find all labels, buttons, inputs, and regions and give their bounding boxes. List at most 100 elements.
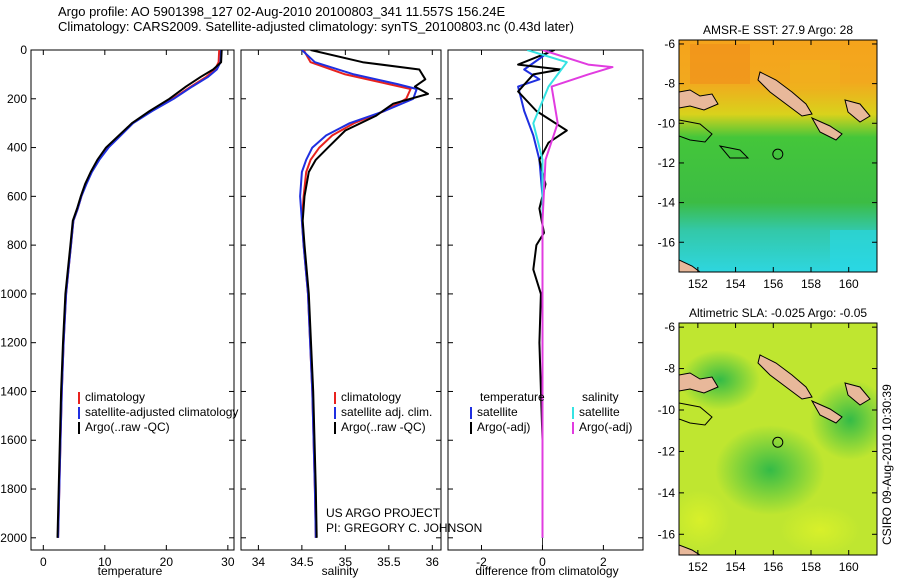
new-guinea-land [679, 372, 719, 394]
solomon-islands-land [757, 354, 813, 400]
x-tick-label: 20 [160, 555, 174, 569]
map-y-tick-label: -12 [658, 156, 676, 170]
solomon-islands-land-3 [844, 99, 871, 123]
legend-swatch [78, 421, 80, 434]
map-x-tick-label: 154 [726, 277, 746, 291]
legend-item-satellite: satellite [572, 405, 632, 420]
legend-item-satellite-adjusted: satellite adj. clim. [334, 405, 432, 420]
credit-line2: PI: GREGORY C. JOHNSON [326, 521, 483, 535]
legend-label: climatology [85, 390, 146, 404]
map-x-tick-label: 156 [763, 277, 783, 291]
legend-label: Argo(-adj) [579, 420, 633, 434]
y-tick-label: 2000 [0, 531, 27, 545]
map-x-tick-label: 160 [839, 560, 859, 574]
legend-item-argo: Argo(-adj) [572, 420, 632, 435]
map-y-tick-label: -16 [658, 235, 676, 249]
new-guinea-land [679, 89, 719, 111]
difference-salinity-legend: salinity satellite Argo(-adj) [572, 390, 632, 435]
map-y-tick-label: -8 [664, 362, 675, 376]
x-tick-label: 0 [40, 555, 47, 569]
map-y-tick-label: -10 [658, 403, 676, 417]
map-y-tick-label: -16 [658, 527, 676, 541]
map-x-tick-label: 152 [688, 277, 708, 291]
legend-swatch [572, 421, 574, 434]
sla-low-patch [715, 425, 825, 515]
series-line-temperature-satellite [517, 50, 553, 538]
salinity-axes: 34 34.5 35 35.5 36 [241, 49, 441, 569]
series-line-argo-raw-qc- [301, 50, 429, 538]
map-x-tick-label: 156 [763, 560, 783, 574]
map-y-tick-label: -6 [664, 320, 675, 334]
series-line-salinity-satellite [526, 50, 568, 538]
legend-swatch [334, 421, 336, 434]
series-line-salinity-argo-adj- [541, 50, 614, 538]
temperature-axes: 0 10 20 30 0 200 400 600 800 1000 1200 1400 1600 1800… [0, 43, 235, 569]
x-tick-label: 30 [221, 555, 235, 569]
x-tick-label: 2 [600, 555, 607, 569]
legend-item-argo: Argo(..raw -QC) [78, 420, 238, 435]
map-x-tick-label: 152 [688, 560, 708, 574]
legend-item-argo: Argo(..raw -QC) [334, 420, 432, 435]
salinity-panel-frame [240, 49, 442, 551]
legend-swatch [334, 391, 336, 404]
legend-label: Argo(..raw -QC) [85, 420, 170, 434]
legend-item-climatology: climatology [334, 390, 432, 405]
y-tick-label: 1400 [0, 384, 27, 398]
sla-low-patch-2 [680, 350, 760, 410]
salinity-xlabel: salinity [322, 564, 359, 578]
legend-item-climatology: climatology [78, 390, 238, 405]
sla-map-axes: 152 154 156 158 160 -6 -8 -10 -12 -14 -16 [658, 320, 877, 574]
legend-label: satellite [477, 405, 518, 419]
legend-swatch [78, 391, 80, 404]
legend-swatch [470, 421, 472, 434]
map-x-tick-label: 154 [726, 560, 746, 574]
temperature-series [56, 50, 223, 538]
sst-map-axes: 152 154 156 158 160 -6 -8 -10 -12 -14 -16 [658, 37, 877, 291]
x-tick-label: 36 [426, 555, 440, 569]
legend-header: salinity [582, 390, 619, 404]
map-y-tick-label: -14 [658, 196, 676, 210]
y-tick-label: 400 [7, 141, 27, 155]
difference-xlabel: difference from climatology [475, 564, 618, 578]
legend-label: satellite adj. clim. [341, 405, 433, 419]
legend-item-argo: Argo(-adj) [470, 420, 545, 435]
solomon-islands-land-2 [810, 399, 843, 424]
x-tick-label: 35 [339, 555, 353, 569]
salinity-series [299, 50, 429, 538]
legend-swatch [78, 406, 80, 419]
sla-map-title: Altimetric SLA: -0.025 Argo: -0.05 [689, 306, 867, 320]
solomon-islands-land-3 [844, 382, 871, 406]
legend-swatch [572, 406, 574, 419]
solomon-islands-land-2 [810, 116, 843, 141]
x-tick-label: 34.5 [290, 555, 314, 569]
temperature-xlabel: temperature [98, 564, 163, 578]
credit-text: US ARGO PROJECT PI: GREGORY C. JOHNSON [326, 506, 482, 536]
argo-location-marker [772, 148, 784, 160]
y-tick-label: 1600 [0, 433, 27, 447]
map-y-tick-label: -8 [664, 77, 675, 91]
sst-map-frame [678, 39, 878, 273]
x-tick-label: 35.5 [377, 555, 401, 569]
difference-series [517, 50, 614, 538]
legend-label: climatology [341, 390, 402, 404]
figure-title-line1: Argo profile: AO 5901398_127 02-Aug-2010… [58, 4, 506, 19]
legend-item-satellite-adjusted: satellite-adjusted climatology [78, 405, 238, 420]
x-tick-label: 34 [252, 555, 266, 569]
y-tick-label: 1200 [0, 336, 27, 350]
y-tick-label: 600 [7, 189, 27, 203]
coast-land [679, 544, 701, 555]
x-tick-label: 10 [98, 555, 112, 569]
map-x-tick-label: 160 [839, 277, 859, 291]
map-y-tick-label: -14 [658, 486, 676, 500]
sst-map [679, 40, 877, 272]
map-y-tick-label: -6 [664, 37, 675, 51]
coast-land [679, 259, 701, 272]
reef-outline [679, 402, 713, 426]
sst-warm-patch [690, 44, 750, 84]
salinity-legend: climatology satellite adj. clim. Argo(..… [334, 390, 432, 435]
difference-panel-frame [447, 49, 644, 551]
map-x-tick-label: 158 [801, 277, 821, 291]
legend-header: temperature [480, 390, 545, 404]
legend-label: Argo(-adj) [477, 420, 531, 434]
